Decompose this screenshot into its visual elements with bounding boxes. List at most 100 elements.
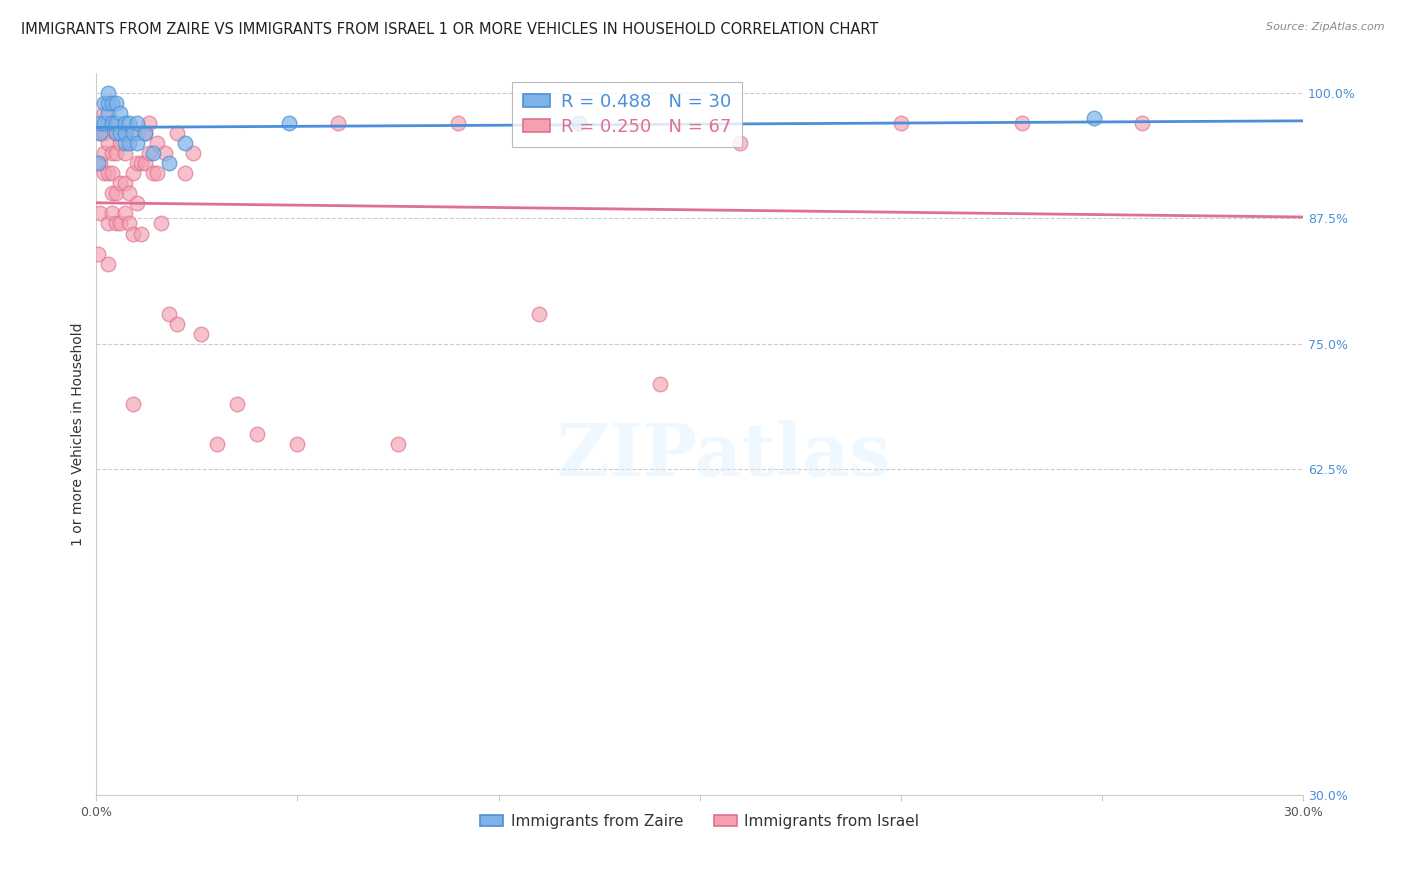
Point bbox=[93, 146, 115, 161]
Point bbox=[121, 166, 143, 180]
Point bbox=[101, 116, 124, 130]
Point bbox=[387, 437, 409, 451]
Point bbox=[97, 217, 120, 231]
Point bbox=[101, 146, 124, 161]
Point bbox=[101, 166, 124, 180]
Point bbox=[117, 186, 139, 201]
Point bbox=[101, 186, 124, 201]
Point bbox=[134, 126, 156, 140]
Point bbox=[87, 246, 110, 260]
Point bbox=[157, 156, 180, 170]
Point bbox=[890, 116, 912, 130]
Point bbox=[101, 206, 124, 220]
Point bbox=[190, 326, 212, 341]
Point bbox=[97, 136, 120, 151]
Point bbox=[114, 126, 136, 140]
Point bbox=[134, 156, 156, 170]
Point bbox=[93, 106, 115, 120]
Point bbox=[278, 116, 301, 130]
Point bbox=[114, 116, 136, 130]
Point bbox=[149, 217, 172, 231]
Point bbox=[138, 116, 160, 130]
Point bbox=[129, 227, 152, 241]
Point bbox=[121, 397, 143, 411]
Point bbox=[117, 116, 139, 130]
Point bbox=[110, 106, 132, 120]
Point bbox=[125, 156, 148, 170]
Point bbox=[114, 136, 136, 151]
Point bbox=[568, 116, 591, 130]
Point bbox=[89, 126, 111, 140]
Point bbox=[246, 427, 269, 442]
Point bbox=[114, 177, 136, 191]
Point bbox=[101, 116, 124, 130]
Point bbox=[97, 166, 120, 180]
Text: ZIPatlas: ZIPatlas bbox=[557, 420, 891, 491]
Point bbox=[89, 156, 111, 170]
Point bbox=[125, 136, 148, 151]
Point bbox=[110, 126, 132, 140]
Point bbox=[226, 397, 249, 411]
Point bbox=[181, 146, 204, 161]
Point bbox=[105, 217, 128, 231]
Point bbox=[134, 126, 156, 140]
Point bbox=[105, 116, 128, 130]
Point bbox=[447, 116, 470, 130]
Point bbox=[110, 136, 132, 151]
Point bbox=[93, 166, 115, 180]
Point bbox=[117, 136, 139, 151]
Point bbox=[1011, 116, 1033, 130]
Point bbox=[145, 136, 167, 151]
Point bbox=[173, 136, 195, 151]
Point bbox=[97, 86, 120, 100]
Point bbox=[110, 217, 132, 231]
Point bbox=[142, 146, 165, 161]
Point bbox=[1130, 116, 1153, 130]
Point bbox=[97, 96, 120, 111]
Point bbox=[205, 437, 228, 451]
Point bbox=[93, 126, 115, 140]
Point bbox=[114, 146, 136, 161]
Point bbox=[114, 206, 136, 220]
Point bbox=[125, 126, 148, 140]
Point bbox=[129, 156, 152, 170]
Point bbox=[121, 126, 143, 140]
Text: Source: ZipAtlas.com: Source: ZipAtlas.com bbox=[1267, 22, 1385, 32]
Point bbox=[101, 96, 124, 111]
Point bbox=[527, 307, 550, 321]
Y-axis label: 1 or more Vehicles in Household: 1 or more Vehicles in Household bbox=[72, 322, 86, 546]
Point bbox=[142, 166, 165, 180]
Point bbox=[114, 126, 136, 140]
Point bbox=[138, 146, 160, 161]
Point bbox=[166, 317, 188, 331]
Point bbox=[728, 136, 751, 151]
Point bbox=[157, 307, 180, 321]
Point bbox=[145, 166, 167, 180]
Point bbox=[105, 126, 128, 140]
Point bbox=[166, 126, 188, 140]
Point bbox=[89, 116, 111, 130]
Point bbox=[153, 146, 176, 161]
Point bbox=[287, 437, 309, 451]
Point bbox=[105, 186, 128, 201]
Point bbox=[105, 96, 128, 111]
Point bbox=[97, 116, 120, 130]
Point bbox=[89, 206, 111, 220]
Point bbox=[97, 257, 120, 271]
Point bbox=[93, 116, 115, 130]
Point bbox=[125, 196, 148, 211]
Point bbox=[125, 116, 148, 130]
Point bbox=[117, 217, 139, 231]
Point bbox=[326, 116, 349, 130]
Point bbox=[105, 146, 128, 161]
Point bbox=[110, 177, 132, 191]
Point bbox=[93, 96, 115, 111]
Text: IMMIGRANTS FROM ZAIRE VS IMMIGRANTS FROM ISRAEL 1 OR MORE VEHICLES IN HOUSEHOLD : IMMIGRANTS FROM ZAIRE VS IMMIGRANTS FROM… bbox=[21, 22, 879, 37]
Point bbox=[648, 377, 671, 392]
Point bbox=[87, 156, 110, 170]
Point bbox=[97, 106, 120, 120]
Legend: Immigrants from Zaire, Immigrants from Israel: Immigrants from Zaire, Immigrants from I… bbox=[474, 807, 925, 835]
Point bbox=[173, 166, 195, 180]
Point bbox=[121, 227, 143, 241]
Point bbox=[1083, 111, 1105, 125]
